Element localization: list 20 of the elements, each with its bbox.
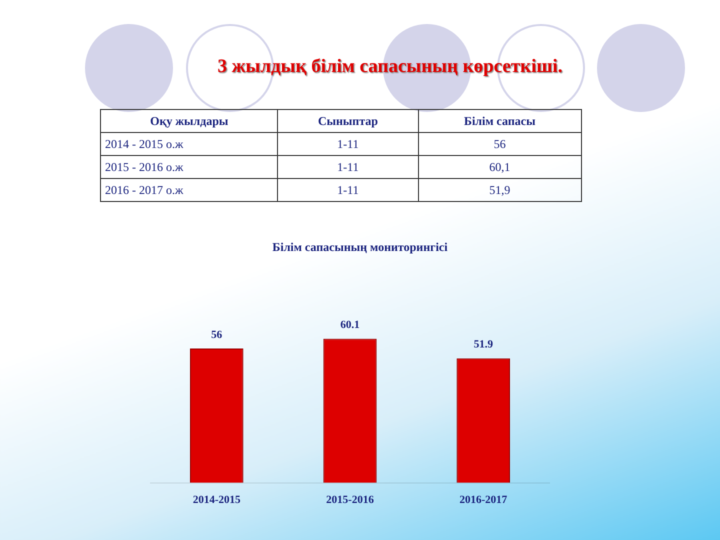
data-label: 51.9 bbox=[474, 338, 494, 351]
text: 1-11 bbox=[278, 178, 418, 202]
text: 1-11 bbox=[278, 132, 418, 156]
chart-subtitle: Білім сапасының мониторингісі bbox=[271, 240, 449, 255]
text: Сыныптар bbox=[278, 110, 418, 132]
text: 2015 - 2016 о.ж bbox=[100, 156, 278, 178]
chart-title: 3 жылдық білім сапасының көрсеткіші. bbox=[216, 56, 564, 78]
text: 51,9 bbox=[418, 178, 582, 202]
x-tick-label: 2014-2015 bbox=[192, 494, 241, 506]
data-label: 56 bbox=[211, 328, 223, 341]
text: 2016 - 2017 о.ж bbox=[100, 178, 278, 202]
x-tick-label: 2016-2017 bbox=[459, 494, 508, 506]
text: Білім сапасы bbox=[418, 110, 582, 132]
text: Оқу жылдары bbox=[100, 110, 278, 132]
text: 1-11 bbox=[278, 156, 418, 178]
text: 60,1 bbox=[418, 156, 582, 178]
text: 2014 - 2015 о.ж bbox=[100, 132, 278, 156]
data-label: 60.1 bbox=[340, 319, 360, 332]
text: 56 bbox=[418, 132, 582, 156]
x-tick-label: 2015-2016 bbox=[326, 494, 374, 506]
